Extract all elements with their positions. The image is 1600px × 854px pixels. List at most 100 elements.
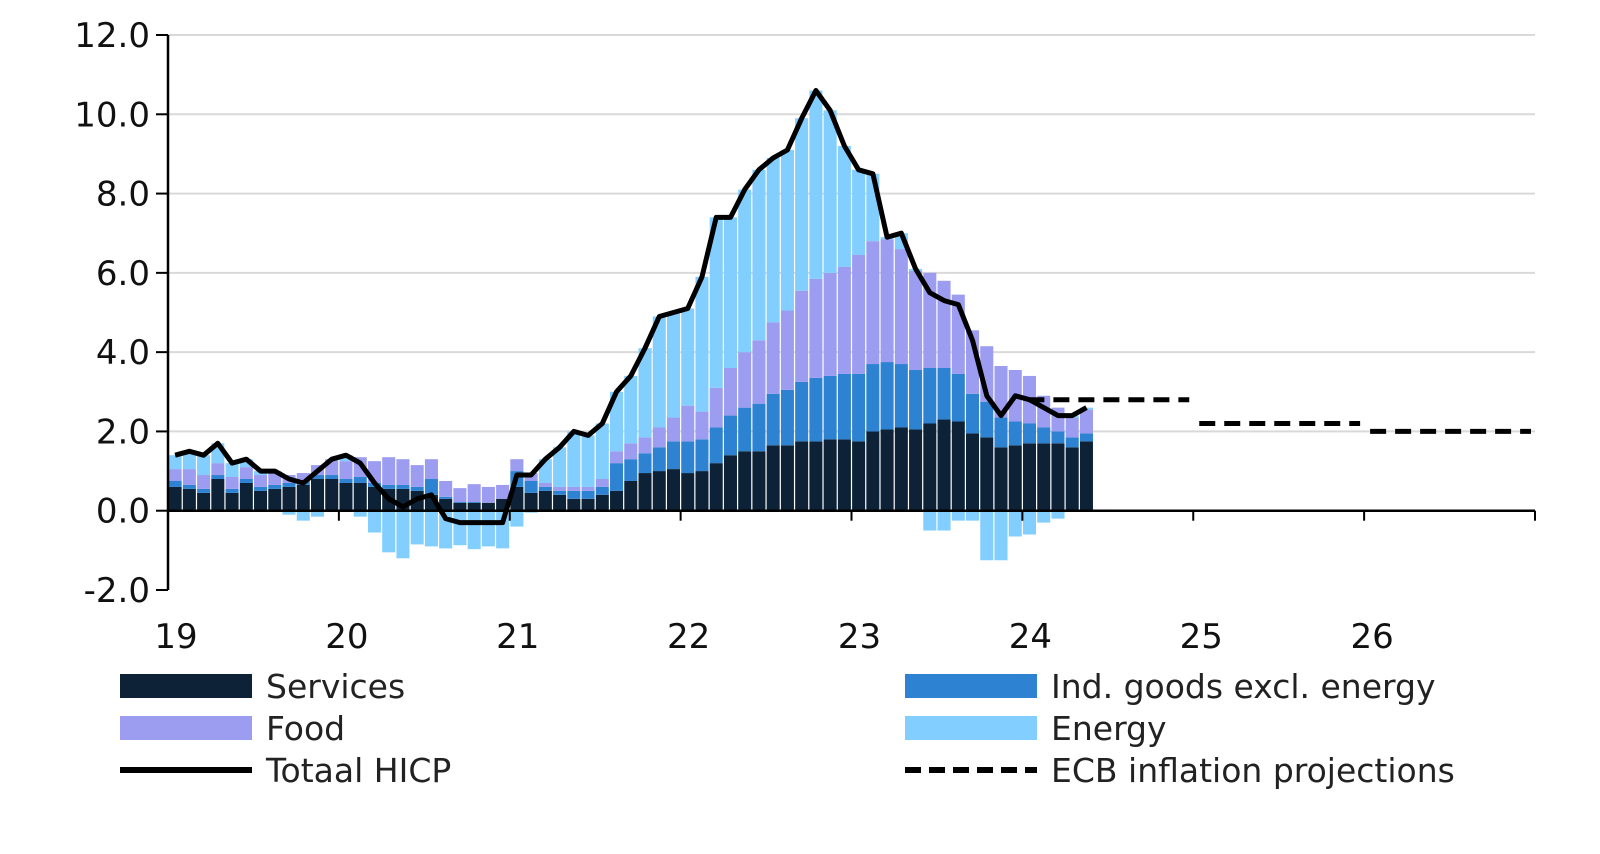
bar-segment-food: [168, 469, 182, 481]
legend-item: Totaal HICP: [120, 751, 451, 790]
bar-segment-food: [211, 463, 225, 476]
bar-segment-ind: [923, 368, 937, 424]
x-tick-label: 23: [838, 617, 881, 657]
x-tick-label: 25: [1180, 617, 1223, 657]
bar-segment-energy: [795, 118, 809, 291]
bar-segment-food: [496, 484, 510, 499]
legend-swatch: [905, 716, 1037, 740]
bar-segment-food: [652, 427, 666, 448]
bar-segment-ind: [410, 486, 424, 491]
bar-segment-food: [254, 475, 268, 487]
bar-segment-energy: [382, 510, 396, 553]
bar-segment-services: [752, 451, 766, 511]
bar-segment-services: [980, 437, 994, 511]
bar-segment-ind: [723, 415, 737, 456]
bar-segment-services: [852, 441, 866, 511]
bar-segment-services: [367, 486, 381, 511]
bar-segment-services: [909, 429, 923, 511]
bar-segment-energy: [681, 308, 695, 406]
bar-segment-energy: [553, 447, 567, 487]
bar-segment-food: [752, 340, 766, 404]
bar-segment-food: [909, 270, 923, 370]
bar-segment-food: [823, 272, 837, 376]
bar-segment-energy: [467, 510, 481, 550]
bar-segment-ind: [211, 475, 225, 479]
bar-segment-services: [211, 479, 225, 511]
bar-segment-services: [168, 486, 182, 511]
bar-segment-ind: [310, 475, 325, 479]
legend-label: Services: [266, 667, 405, 706]
bar-segment-food: [182, 469, 196, 485]
legend-label: Totaal HICP: [265, 751, 451, 790]
bar-segment-food: [880, 239, 894, 363]
bar-segment-services: [894, 427, 908, 511]
bar-segment-services: [296, 484, 310, 511]
y-tick-label: -2.0: [84, 571, 150, 611]
bar-segment-food: [780, 310, 794, 390]
bar-segment-energy: [581, 435, 595, 487]
bar-segment-ind: [1022, 423, 1037, 444]
bar-segment-ind: [1051, 431, 1065, 444]
bar-segment-food: [396, 459, 410, 485]
bar-segment-ind: [268, 484, 282, 489]
bar-segment-services: [595, 494, 609, 511]
y-tick-label: 6.0: [96, 254, 150, 294]
bar-segment-food: [553, 486, 567, 491]
bar-segment-ind: [239, 479, 253, 483]
bar-segment-energy: [837, 146, 851, 267]
bar-segment-food: [382, 457, 396, 485]
bar-segment-ind: [752, 403, 766, 452]
bar-segment-ind: [966, 393, 980, 434]
bar-segment-food: [1065, 417, 1079, 438]
x-tick-label: 19: [154, 617, 197, 657]
bar-segment-food: [410, 465, 424, 487]
bar-segment-food: [595, 479, 609, 487]
bar-segment-energy: [410, 510, 424, 545]
bar-segment-ind: [766, 393, 780, 446]
y-tick-label: 8.0: [96, 175, 150, 215]
bar-segment-energy: [296, 510, 310, 521]
x-tick-label: 20: [325, 617, 368, 657]
bar-segment-food: [866, 241, 880, 365]
bar-segment-services: [880, 429, 894, 511]
bar-segment-services: [809, 441, 823, 511]
stacked-bars: [168, 90, 1093, 561]
bar-segment-ind: [638, 453, 652, 474]
bar-segment-ind: [980, 401, 994, 438]
bar-segment-services: [197, 492, 211, 511]
bar-segment-food: [1079, 409, 1093, 434]
bar-segment-services: [1051, 443, 1065, 511]
bar-segment-services: [1008, 445, 1022, 511]
bar-segment-energy: [780, 149, 794, 311]
bar-segment-ind: [524, 480, 538, 493]
legend-label: Energy: [1051, 709, 1167, 748]
bar-segment-services: [1037, 443, 1051, 511]
bar-segment-ind: [610, 463, 624, 491]
bar-segment-energy: [709, 217, 723, 388]
bar-segment-energy: [652, 316, 666, 428]
bar-segment-energy: [951, 510, 965, 521]
y-tick-label: 4.0: [96, 333, 150, 373]
bar-segment-food: [738, 352, 752, 408]
bar-segment-energy: [239, 459, 253, 468]
legend-label: Food: [266, 709, 345, 748]
bar-segment-services: [496, 498, 510, 511]
legend-item: Ind. goods excl. energy: [905, 667, 1435, 706]
bar-segment-food: [624, 443, 638, 460]
bar-segment-ind: [1037, 427, 1051, 444]
bar-segment-food: [467, 484, 481, 502]
bar-segment-energy: [666, 312, 681, 418]
bar-segment-energy: [197, 455, 211, 476]
bar-segment-services: [723, 455, 737, 511]
bar-segment-energy: [310, 510, 325, 517]
bar-segment-ind: [1065, 437, 1079, 448]
bar-segment-ind: [553, 490, 567, 495]
bar-segment-services: [951, 421, 965, 511]
bar-segment-ind: [666, 441, 681, 470]
bar-segment-services: [780, 445, 794, 511]
bar-segment-ind: [823, 375, 837, 440]
bar-segment-food: [225, 477, 239, 489]
bar-segment-energy: [225, 463, 239, 478]
bar-segment-energy: [610, 391, 624, 452]
bar-segment-services: [738, 451, 752, 511]
